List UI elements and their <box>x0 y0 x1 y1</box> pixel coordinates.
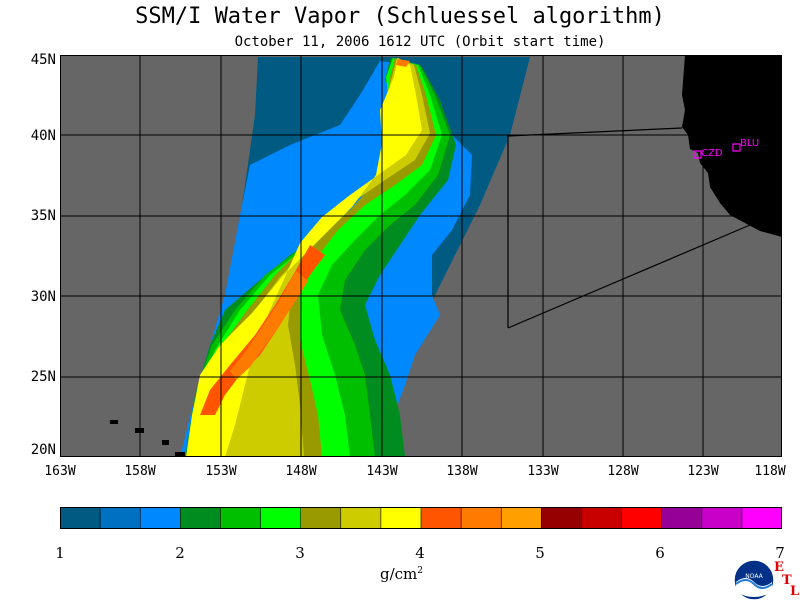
lat-label-20n: 20N <box>30 442 56 458</box>
colorbar-swatch <box>260 507 302 529</box>
colorbar-swatch <box>60 507 101 529</box>
unit-base: g/cm <box>380 565 418 583</box>
lat-label-30n: 30N <box>30 289 56 305</box>
colorbar-tick-6: 6 <box>655 544 665 562</box>
colorbar-swatch <box>180 507 222 529</box>
colorbar-swatch <box>541 507 583 529</box>
colorbar-swatch <box>340 507 382 529</box>
lon-label-143w: 143W <box>366 464 398 479</box>
colorbar <box>60 507 782 529</box>
colorbar-tick-2: 2 <box>175 544 185 562</box>
lon-label-138w: 138W <box>446 464 478 479</box>
colorbar-tick-5: 5 <box>535 544 545 562</box>
lon-label-163w: 163W <box>44 464 76 479</box>
grid-lines <box>60 55 782 457</box>
station-markers: CZD BLU <box>693 138 759 159</box>
lon-label-148w: 148W <box>285 464 317 479</box>
colorbar-swatch <box>99 507 142 529</box>
colorbar-swatch <box>420 507 462 529</box>
colorbar-swatch <box>220 507 262 529</box>
noaa-logo-text: NOAA <box>745 573 763 580</box>
chart-title: SSM/I Water Vapor (Schluessel algorithm) <box>135 4 665 29</box>
colorbar-unit: g/cm2 <box>380 565 423 583</box>
swath-orange <box>230 271 308 380</box>
colorbar-swatch <box>661 507 703 529</box>
lat-label-40n: 40N <box>30 128 56 144</box>
lon-label-158w: 158W <box>124 464 156 479</box>
colorbar-swatch <box>741 507 782 529</box>
lon-label-128w: 128W <box>607 464 639 479</box>
map-border <box>60 55 782 457</box>
swath-orange-top <box>396 59 410 67</box>
colorbar-tick-3: 3 <box>295 544 305 562</box>
station-czd-marker <box>693 150 702 159</box>
colorbar-tick-7: 7 <box>775 544 785 562</box>
colorbar-swatch <box>621 507 663 529</box>
colorbar-swatch <box>460 507 503 529</box>
colorbar-swatch <box>139 507 182 529</box>
swath <box>180 57 530 457</box>
analysis-lines <box>507 127 751 329</box>
lon-label-153w: 153W <box>205 464 237 479</box>
colorbar-swatches <box>60 507 782 529</box>
colorbar-tick-1: 1 <box>55 544 65 562</box>
chart-subtitle: October 11, 2006 1612 UTC (Orbit start t… <box>234 34 606 50</box>
land-california <box>682 55 782 237</box>
colorbar-swatch <box>581 507 623 529</box>
colorbar-tick-4: 4 <box>415 544 425 562</box>
unit-exponent: 2 <box>417 566 424 576</box>
etl-letter-e: E <box>774 560 784 575</box>
station-czd-label: CZD <box>701 148 723 159</box>
colorbar-swatch <box>380 507 422 529</box>
noaa-logo: NOAA <box>733 559 775 601</box>
lon-label-133w: 133W <box>527 464 559 479</box>
water-vapor-map: CZD BLU <box>60 55 782 457</box>
etl-letter-l: L <box>790 584 800 599</box>
station-blu-label: BLU <box>740 138 759 149</box>
lon-label-118w: 118W <box>754 464 786 479</box>
station-blu-marker <box>732 143 741 152</box>
etl-letter-t: T <box>782 573 792 588</box>
colorbar-swatch <box>500 507 543 529</box>
colorbar-swatch <box>701 507 743 529</box>
lat-label-35n: 35N <box>30 208 56 224</box>
colorbar-swatch <box>300 507 342 529</box>
lat-label-45n: 45N <box>30 52 56 68</box>
lat-label-25n: 25N <box>30 369 56 385</box>
lon-label-123w: 123W <box>687 464 719 479</box>
colorbar-border <box>60 507 782 529</box>
